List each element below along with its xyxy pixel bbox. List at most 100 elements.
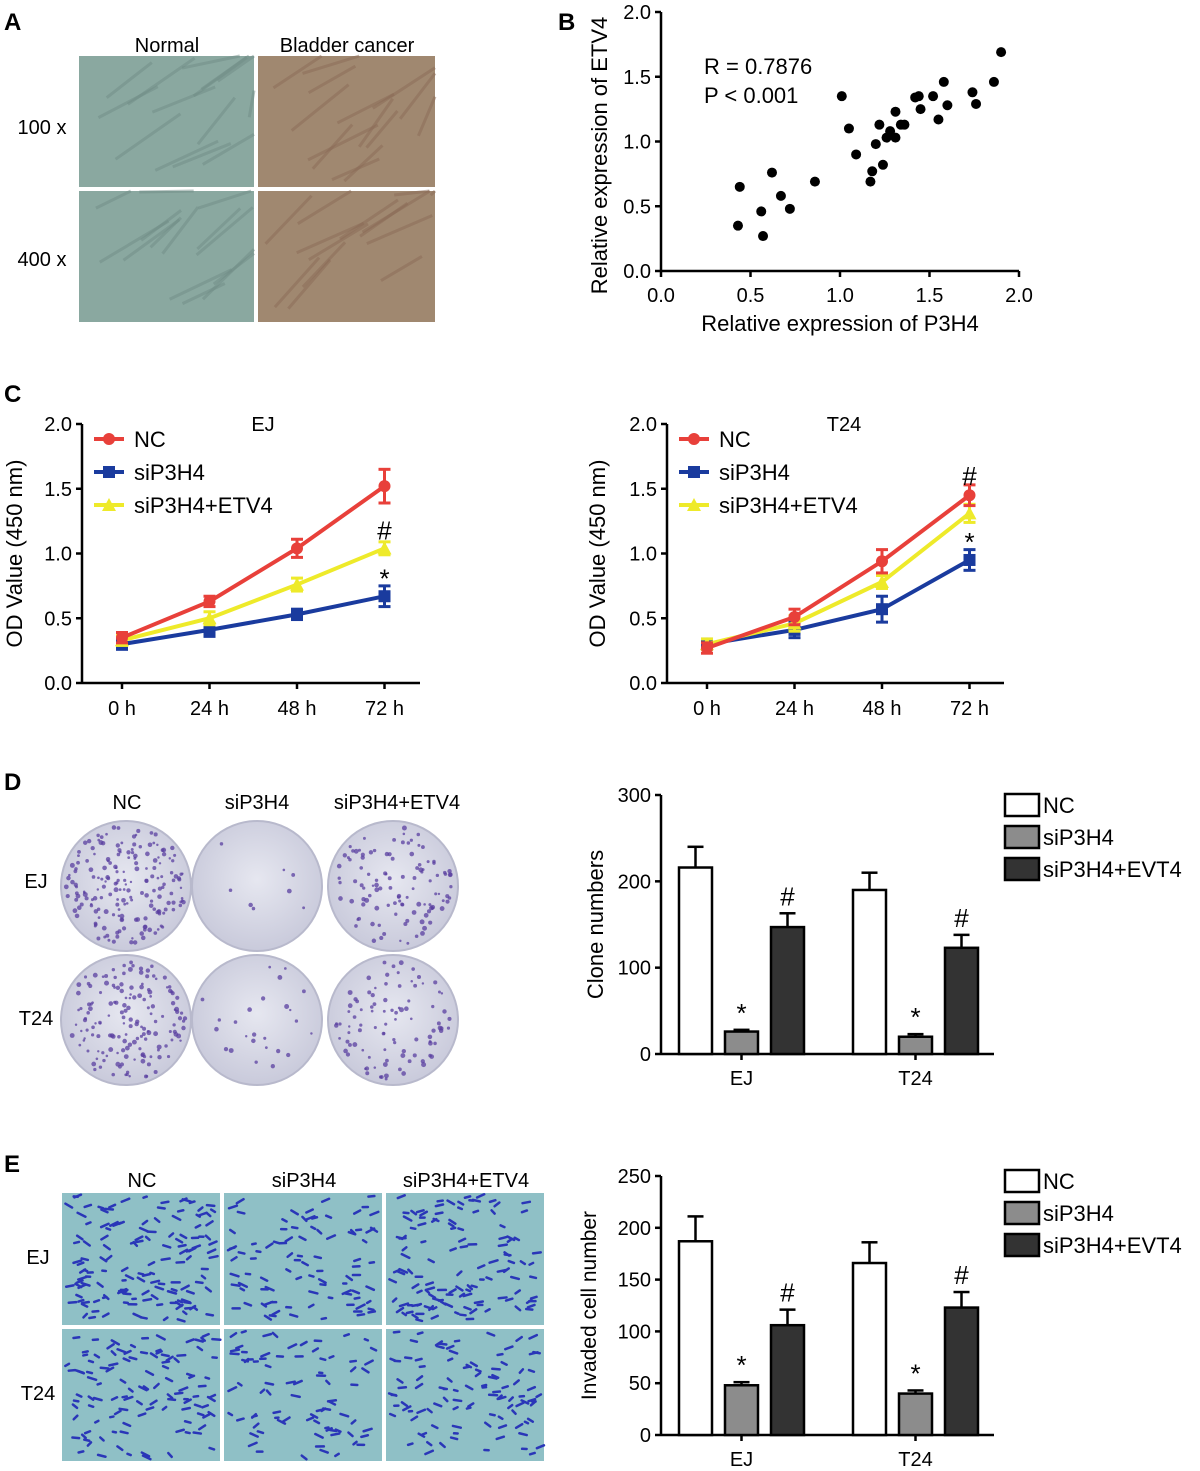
colony-dot	[416, 832, 421, 837]
transwell-cell	[300, 1454, 308, 1461]
transwell-cell	[367, 1310, 377, 1314]
colony-dot	[179, 886, 183, 890]
transwell-cell	[458, 1292, 466, 1298]
transwell-cell	[260, 1351, 271, 1358]
bar-chart-y-tick-label: 100	[618, 1321, 651, 1343]
colony-dot	[384, 981, 388, 986]
transwell-cell	[205, 1220, 214, 1227]
colony-plate-dish	[60, 954, 192, 1086]
colony-dot	[82, 1039, 86, 1042]
transwell-cell	[92, 1396, 103, 1402]
transwell-cell	[403, 1356, 413, 1360]
colony-dot	[102, 865, 107, 871]
transwell-cell	[324, 1426, 330, 1430]
data-point	[876, 555, 888, 568]
colony-dot	[407, 1059, 412, 1064]
colony-dot	[138, 1047, 142, 1051]
colony-dot	[65, 894, 70, 899]
colony-dot	[384, 1077, 388, 1081]
transwell-cell	[402, 1211, 410, 1215]
colony-dot	[143, 916, 148, 921]
colony-dot	[260, 996, 266, 1001]
panel-e: E NC siP3H4 siP3H4+ETV4 EJ T24 0 50 100 150…	[4, 1151, 1182, 1471]
transwell-cell	[117, 1220, 125, 1226]
colony-dot	[162, 911, 166, 915]
bar-chart-x-tick-label: T24	[898, 1449, 932, 1471]
colony-dot	[137, 993, 143, 999]
colony-dot	[119, 988, 124, 994]
colony-dot	[251, 1032, 257, 1037]
colony-dot	[86, 1049, 90, 1053]
transwell-cell	[110, 1350, 117, 1357]
colony-dot	[111, 967, 116, 972]
legend-label: siP3H4+ETV4	[134, 493, 273, 518]
colony-dot	[170, 1038, 174, 1042]
transwell-cell	[156, 1206, 166, 1210]
colony-dot	[421, 1062, 427, 1068]
colony-dot	[364, 1066, 370, 1071]
colony-dot	[79, 902, 84, 907]
transwell-cell	[387, 1392, 398, 1397]
transwell-cell	[469, 1308, 478, 1315]
scatter-x-tick-label: 0.0	[647, 285, 675, 307]
colony-dot	[166, 900, 171, 906]
colony-dot	[119, 1010, 124, 1015]
he-normal-100x-texture-stroke	[154, 139, 219, 172]
transwell-cell	[77, 1298, 85, 1303]
he-normal-100x-texture-stroke	[202, 132, 255, 166]
transwell-cell	[150, 1279, 161, 1284]
transwell-cell	[149, 1271, 156, 1276]
colony-dot	[152, 907, 157, 911]
transwell-cell	[351, 1289, 361, 1295]
transwell-cell	[154, 1285, 165, 1291]
transwell-cell	[415, 1318, 424, 1323]
colony-dot	[160, 875, 164, 879]
colony-dot	[120, 841, 124, 845]
transwell-cell	[292, 1379, 303, 1386]
colony-dot	[367, 1055, 371, 1059]
transwell-cell	[361, 1238, 368, 1244]
scatter-point	[938, 76, 949, 87]
panel-e-column-nc: NC	[128, 1170, 157, 1192]
transwell-cell	[264, 1285, 275, 1292]
colony-dot	[140, 1052, 146, 1057]
transwell-cell	[176, 1208, 185, 1213]
colony-dot	[351, 849, 355, 853]
colony-dot	[437, 892, 441, 896]
transwell-cell	[173, 1391, 184, 1396]
transwell-cell	[458, 1237, 467, 1243]
line-chart-y-axis-label: OD Value (450 nm)	[585, 460, 610, 648]
colony-dot	[426, 860, 430, 864]
transwell-cell	[204, 1286, 213, 1293]
transwell-cell	[476, 1264, 486, 1270]
colony-dot	[428, 1041, 433, 1046]
transwell-cell	[100, 1234, 109, 1241]
colony-dot	[423, 912, 429, 918]
scatter-point	[967, 87, 978, 98]
colony-dot	[134, 833, 138, 837]
colony-dot	[106, 859, 110, 863]
transwell-cell	[183, 1300, 192, 1305]
series-line-2	[121, 546, 386, 643]
he-cancer-400x-texture-stroke	[273, 256, 321, 309]
colony-dot	[74, 1023, 78, 1026]
legend-label: NC	[1043, 1169, 1075, 1194]
colony-dot	[139, 931, 144, 936]
transwell-cell	[116, 1445, 124, 1452]
colony-dot	[145, 851, 150, 857]
transwell-cell	[320, 1316, 328, 1321]
scatter-point	[756, 206, 767, 217]
transwell-cell	[83, 1203, 93, 1209]
colony-dot	[388, 886, 393, 890]
bar	[723, 1030, 760, 1056]
transwell-cell	[438, 1386, 447, 1390]
significance-marker: *	[736, 998, 746, 1028]
transwell-cell	[519, 1260, 527, 1266]
colony-dot	[166, 1054, 171, 1059]
colony-dot	[405, 895, 409, 899]
he-cancer-100x-texture-stroke	[372, 66, 436, 110]
transwell-cell	[317, 1278, 327, 1285]
scatter-y-tick-label: 0.0	[623, 261, 651, 283]
transwell-cell	[138, 1385, 148, 1392]
transwell-cell	[406, 1442, 414, 1447]
